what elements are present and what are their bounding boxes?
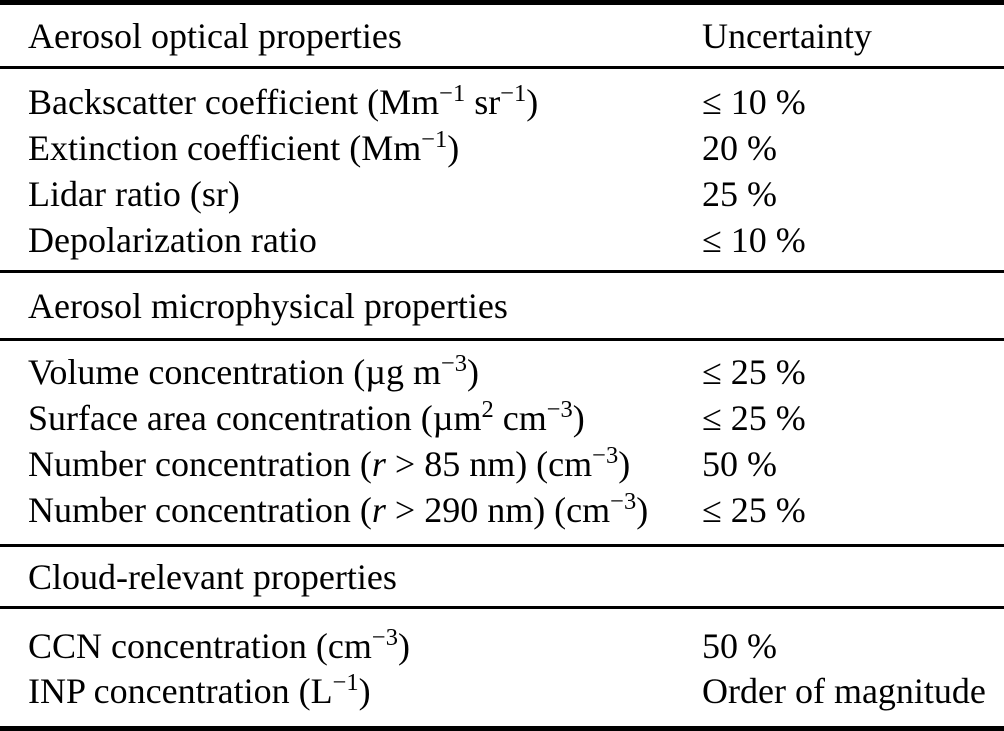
table-row: Backscatter coefficient (Mm−1 sr−1) ≤ 10… bbox=[0, 79, 1004, 125]
column-header-property: Aerosol optical properties bbox=[28, 15, 402, 56]
uncertainty-cell: ≤ 10 % bbox=[702, 82, 806, 122]
uncertainty-cell: 20 % bbox=[702, 128, 777, 168]
italic-variable: r bbox=[371, 444, 386, 484]
uncertainty-cell: 25 % bbox=[702, 174, 777, 214]
superscript: −3 bbox=[371, 623, 398, 651]
property-cell: Lidar ratio (sr) bbox=[28, 174, 240, 214]
property-cell: Number concentration (r > 290 nm) (cm−3) bbox=[28, 488, 649, 530]
table-row: Depolarization ratio ≤ 10 % bbox=[0, 217, 1004, 263]
uncertainty-cell: ≤ 25 % bbox=[702, 490, 806, 530]
superscript: −1 bbox=[332, 668, 359, 696]
table-row: Extinction coefficient (Mm−1) 20 % bbox=[0, 125, 1004, 171]
table-row: Lidar ratio (sr) 25 % bbox=[0, 171, 1004, 217]
section-cloud-rows: CCN concentration (cm−3) 50 % INP concen… bbox=[0, 609, 1004, 726]
table-row: CCN concentration (cm−3) 50 % bbox=[0, 623, 1004, 668]
property-cell: Surface area concentration (µm2 cm−3) bbox=[28, 396, 585, 438]
uncertainty-cell: ≤ 10 % bbox=[702, 220, 806, 260]
uncertainty-cell: 50 % bbox=[702, 625, 777, 666]
uncertainty-cell: ≤ 25 % bbox=[702, 352, 806, 392]
property-cell: CCN concentration (cm−3) bbox=[28, 623, 410, 666]
superscript: −1 bbox=[439, 80, 466, 108]
rule-above-cloud bbox=[0, 544, 1004, 547]
property-cell: Depolarization ratio bbox=[28, 220, 317, 260]
section-optical-rows: Backscatter coefficient (Mm−1 sr−1) ≤ 10… bbox=[0, 69, 1004, 270]
section-microphysical-rows: Volume concentration (µg m−3) ≤ 25 % Sur… bbox=[0, 341, 1004, 544]
section-title-cloud: Cloud-relevant properties bbox=[28, 556, 397, 597]
property-cell: Extinction coefficient (Mm−1) bbox=[28, 126, 460, 168]
property-cell: INP concentration (L−1) bbox=[28, 668, 371, 711]
rule-below-cloud-title bbox=[0, 606, 1004, 609]
property-cell: Volume concentration (µg m−3) bbox=[28, 350, 480, 392]
property-cell: Backscatter coefficient (Mm−1 sr−1) bbox=[28, 80, 539, 122]
rule-bottom bbox=[0, 726, 1004, 731]
table-row: Surface area concentration (µm2 cm−3) ≤ … bbox=[0, 395, 1004, 441]
column-header-uncertainty: Uncertainty bbox=[702, 15, 872, 56]
superscript: −1 bbox=[500, 80, 527, 108]
italic-variable: r bbox=[371, 490, 386, 530]
table-row: Volume concentration (µg m−3) ≤ 25 % bbox=[0, 349, 1004, 395]
rule-below-header bbox=[0, 66, 1004, 69]
rule-below-microphysical-title bbox=[0, 338, 1004, 341]
table-header-row: Aerosol optical properties Uncertainty bbox=[0, 5, 1004, 66]
superscript: −3 bbox=[592, 442, 619, 470]
table-row: INP concentration (L−1) Order of magnitu… bbox=[0, 668, 1004, 713]
superscript: −3 bbox=[546, 396, 573, 424]
uncertainty-cell: Order of magnitude bbox=[702, 670, 986, 711]
uncertainty-cell: 50 % bbox=[702, 444, 777, 484]
rule-above-microphysical bbox=[0, 270, 1004, 273]
superscript: −1 bbox=[421, 126, 448, 154]
property-cell: Number concentration (r > 85 nm) (cm−3) bbox=[28, 442, 631, 484]
section-title-microphysical-block: Aerosol microphysical properties bbox=[0, 273, 1004, 338]
rule-top bbox=[0, 0, 1004, 5]
table-row: Number concentration (r > 290 nm) (cm−3)… bbox=[0, 487, 1004, 533]
superscript: −3 bbox=[610, 488, 637, 516]
table-row: Number concentration (r > 85 nm) (cm−3) … bbox=[0, 441, 1004, 487]
superscript: −3 bbox=[440, 350, 468, 378]
superscript: 2 bbox=[481, 396, 494, 424]
uncertainty-cell: ≤ 25 % bbox=[702, 398, 806, 438]
section-title-microphysical: Aerosol microphysical properties bbox=[28, 285, 508, 326]
section-title-cloud-block: Cloud-relevant properties bbox=[0, 547, 1004, 606]
